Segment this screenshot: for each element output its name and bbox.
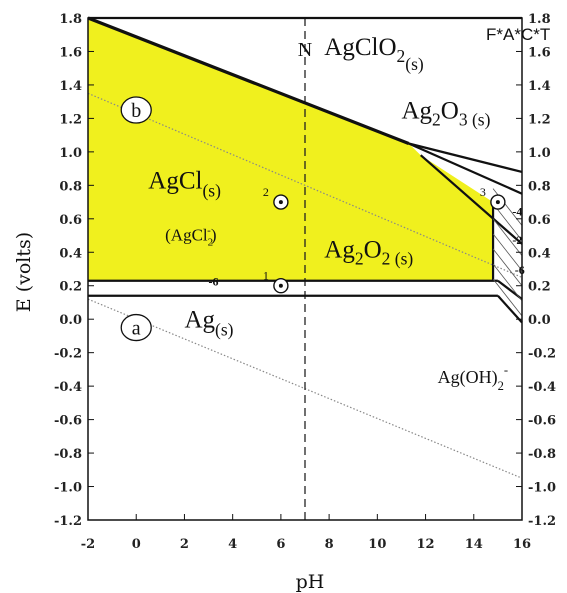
y-tick-label: 0.8 xyxy=(59,179,82,194)
y-tick-label: 0.4 xyxy=(59,246,82,261)
annotation-label: (AgCl2-) xyxy=(165,225,216,249)
y-tick-label: -1.0 xyxy=(54,481,82,496)
region-label: Ag2O2 (s) xyxy=(324,236,413,268)
boundary-line xyxy=(497,295,523,324)
region-label: AgCl(s) xyxy=(148,168,221,201)
stable-region xyxy=(88,18,494,281)
y-tick-label: 1.4 xyxy=(59,79,82,94)
region-label: AgClO2(s) xyxy=(324,34,424,74)
boundary-line xyxy=(408,142,523,195)
y-tick-label-right: -0.2 xyxy=(528,347,556,362)
y-tick-label-right: -0.6 xyxy=(528,414,556,429)
y-tick-label: 0.0 xyxy=(59,313,82,328)
axes-layer: 1.8 1.8 1.6 1.6 1.4 1.4 1.2 1.2 1.0 1.0 0.8 0.8 0.6 0… xyxy=(54,12,556,552)
data-point-label: 2 xyxy=(263,185,269,199)
boundary-line xyxy=(408,142,523,174)
y-tick-label: -0.8 xyxy=(54,447,82,462)
x-tick-label: 0 xyxy=(132,537,141,552)
hatch-line xyxy=(492,233,523,271)
y-tick-label: 1.2 xyxy=(59,112,82,127)
y-tick-label: -0.4 xyxy=(54,380,82,395)
boundary-line xyxy=(420,154,523,245)
data-point-label: 3 xyxy=(480,185,486,199)
watermark: F*A*C*T xyxy=(486,25,550,44)
boundary-line xyxy=(87,16,410,145)
labels-layer: N AgClO2(s) Ag2O3 (s) AgCl(s) Ag2O2 (s) Ag(s)… xyxy=(120,34,525,393)
y-tick-label-right: 1.2 xyxy=(528,112,551,127)
y-tick-label-right: -0.4 xyxy=(528,380,556,395)
x-tick-label: 4 xyxy=(228,537,237,552)
circled-label-text: a xyxy=(132,318,141,340)
neutral-line-label: N xyxy=(298,39,312,61)
data-point-label: 1 xyxy=(263,269,269,283)
circled-label-text: b xyxy=(131,100,141,122)
region-label: Ag(OH)2- xyxy=(438,363,509,393)
y-tick-label-right: 1.0 xyxy=(528,146,551,161)
hatch-line xyxy=(492,263,523,302)
x-tick-label: 10 xyxy=(368,537,386,552)
circled-label-b xyxy=(120,96,152,124)
y-tick-label: 0.6 xyxy=(59,213,82,228)
stable-region-layer xyxy=(88,18,494,281)
y-tick-label: 1.6 xyxy=(59,45,82,60)
water-line-b xyxy=(87,92,523,278)
plot-frame xyxy=(87,17,523,521)
data-point-center xyxy=(278,200,283,205)
y-tick-label-right: 0.0 xyxy=(528,313,551,328)
small-number-label: -6 xyxy=(209,275,219,289)
y-tick-label-right: 1.6 xyxy=(528,45,551,60)
small-number-label: -6 xyxy=(515,263,525,277)
data-point-center xyxy=(495,200,500,205)
x-tick-label: 2 xyxy=(180,537,189,552)
x-axis-label: pH xyxy=(296,571,325,593)
x-tick-label: 16 xyxy=(513,537,531,552)
y-tick-label-right: -1.0 xyxy=(528,481,556,496)
region-label: Ag2O3 (s) xyxy=(401,97,490,129)
x-tick-label: -2 xyxy=(81,537,95,552)
x-tick-label: 6 xyxy=(276,537,285,552)
y-tick-label-right: 0.6 xyxy=(528,213,551,228)
x-tick-label: 12 xyxy=(417,537,435,552)
hatch-line xyxy=(492,218,523,256)
y-tick-label-right: 0.8 xyxy=(528,179,551,194)
y-tick-label: -0.6 xyxy=(54,414,82,429)
small-number-label: -2 xyxy=(512,233,522,247)
y-axis-label: E (volts) xyxy=(13,232,35,312)
hatch-line xyxy=(492,248,523,286)
y-tick-label: 1.0 xyxy=(59,146,82,161)
hatch-line xyxy=(492,278,523,317)
data-point-center xyxy=(278,283,283,288)
y-tick-label: 1.8 xyxy=(59,12,82,27)
y-tick-label-right: -0.8 xyxy=(528,447,556,462)
y-tick-label-right: 0.2 xyxy=(528,280,551,295)
region-label: Ag(s) xyxy=(184,307,233,340)
y-tick-label-right: 0.4 xyxy=(528,246,551,261)
y-tick-label: -1.2 xyxy=(54,514,82,529)
y-tick-label: -0.2 xyxy=(54,347,82,362)
x-tick-label: 14 xyxy=(465,537,483,552)
small-number-label: -4 xyxy=(512,204,522,218)
y-tick-label-right: 1.8 xyxy=(528,12,551,27)
y-tick-label: 0.2 xyxy=(59,280,82,295)
x-tick-label: 8 xyxy=(325,537,334,552)
hatch-line xyxy=(492,203,523,241)
y-tick-label-right: -1.2 xyxy=(528,514,556,529)
y-tick-label-right: 1.4 xyxy=(528,79,551,94)
circled-label-a xyxy=(120,313,152,342)
